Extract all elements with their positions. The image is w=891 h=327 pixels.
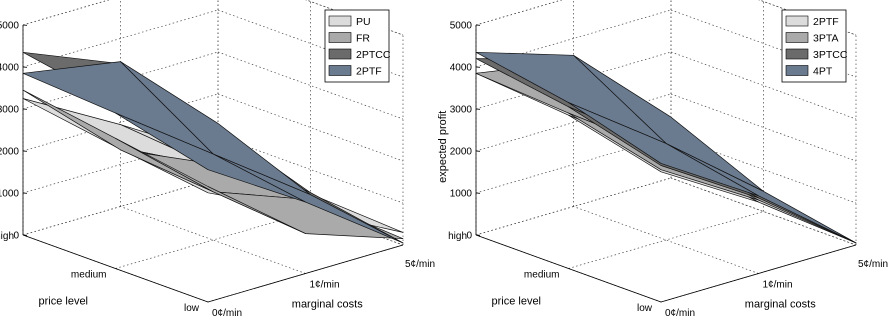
- z-tick-label: 5000: [0, 21, 19, 32]
- z-tick-label: 3000: [450, 105, 473, 116]
- x-axis-label: marginal costs: [292, 299, 363, 311]
- x-tick-label: 5¢/min: [858, 259, 888, 270]
- z-tick-label: 2000: [0, 147, 19, 158]
- z-tick-label: 0: [13, 231, 19, 242]
- legend-swatch: [785, 32, 809, 43]
- z-tick-label: 0: [466, 231, 472, 242]
- legend-swatch: [328, 32, 352, 43]
- z-tick-label: 4000: [450, 63, 473, 74]
- x-tick-label: 1¢/min: [763, 280, 793, 291]
- z-tick-label: 1000: [0, 189, 19, 200]
- legend-entry: 4PT: [813, 66, 833, 78]
- surface-patch: [115, 137, 306, 234]
- legend-swatch: [328, 65, 352, 76]
- surface-4pt: [475, 51, 857, 244]
- x-tick-label: 1¢/min: [310, 280, 340, 291]
- x-tick-label: 5¢/min: [405, 259, 435, 270]
- x-tick-label: 0¢/min: [665, 308, 695, 319]
- y-tick-label: high: [0, 231, 14, 242]
- surfaces: [475, 51, 857, 244]
- surface-patch: [115, 112, 306, 203]
- legend-entry: 2PTCC: [356, 49, 391, 61]
- surface-2ptf: [22, 61, 404, 244]
- legend-entry: 3PTCC: [813, 49, 848, 61]
- surface-patch: [665, 143, 857, 244]
- y-tick-label: low: [184, 303, 200, 314]
- y-tick-label: medium: [524, 270, 560, 281]
- z-tick-label: 4000: [0, 63, 19, 74]
- y-tick-label: medium: [71, 270, 107, 281]
- legend-swatch: [328, 15, 352, 27]
- y-axis-label: price level: [491, 296, 541, 308]
- z-tick-label: 2000: [450, 147, 473, 158]
- x-tick-label: 0¢/min: [212, 308, 242, 319]
- legend: PU FR 2PTCC 2PTF: [324, 9, 391, 83]
- y-tick-label: low: [637, 303, 653, 314]
- legend: 2PTF 3PTA 3PTCC 4PT: [781, 9, 848, 83]
- legend-swatch: [785, 15, 809, 27]
- y-axis-label: price level: [38, 296, 88, 308]
- legend-swatch: [785, 48, 809, 60]
- z-tick-label: 3000: [0, 105, 19, 116]
- z-axis-label: expected profit: [437, 111, 449, 183]
- legend-entry: 2PTF: [813, 16, 839, 28]
- x-axis-label: marginal costs: [745, 299, 816, 311]
- z-tick-label: 5000: [450, 21, 473, 32]
- legend-entry: 3PTA: [813, 33, 838, 45]
- surface-patch: [568, 102, 759, 197]
- y-tick-label: high: [448, 231, 467, 242]
- legend-entry: FR: [356, 33, 370, 45]
- surfaces: [22, 51, 404, 244]
- legend-entry: 2PTF: [356, 66, 382, 78]
- z-tick-label: 1000: [450, 189, 473, 200]
- legend-swatch: [785, 65, 809, 76]
- legend-entry: PU: [356, 16, 371, 28]
- chart-panel-right: 0 1000 2000 3000 4000 5000 expected profit low m…: [437, 0, 888, 319]
- axes: 0 1000 2000 3000 4000 5000 expected profit low m…: [437, 21, 888, 320]
- legend-swatch: [328, 48, 352, 60]
